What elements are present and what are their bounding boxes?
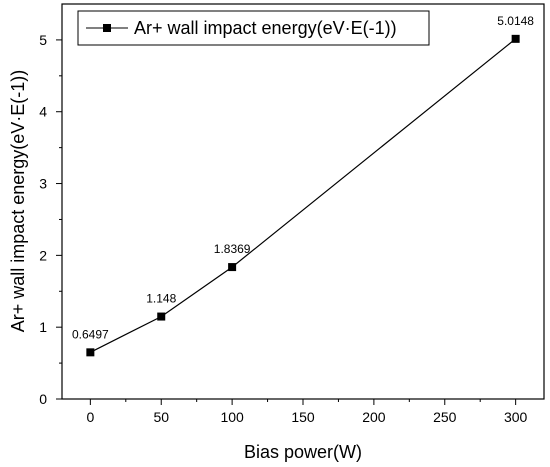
legend-label: Ar+ wall impact energy(eV·E(-1)) [134,18,397,38]
series-line [90,38,516,353]
x-tick-label: 200 [362,409,386,425]
data-label: 1.8369 [214,242,251,256]
x-tick-label: 100 [220,409,244,425]
y-tick-label: 0 [39,391,47,407]
y-tick-label: 2 [39,247,47,263]
data-point [157,312,166,321]
y-tick-label: 3 [39,176,47,192]
x-axis-title: Bias power(W) [244,442,362,462]
axes-layer: 0 50 100 150 200 250 300 0 1 2 3 4 5 [39,32,527,425]
y-axis-title: Ar+ wall impact energy(eV·E(-1)) [8,70,28,333]
legend-box [77,10,430,46]
series-layer: 0.6497 1.148 1.8369 5.0148 [72,14,534,357]
y-tick-label: 1 [39,319,47,335]
plot-frame [61,3,545,400]
y-tick-label: 5 [39,32,47,48]
legend: Ar+ wall impact energy(eV·E(-1)) [77,10,430,46]
y-tick-label: 4 [39,104,47,120]
x-tick-label: 50 [153,409,169,425]
x-tick-label: 300 [504,409,528,425]
data-label: 0.6497 [72,327,109,341]
data-point [86,348,95,357]
data-label: 1.148 [146,292,176,306]
x-tick-label: 250 [433,409,457,425]
data-label: 5.0148 [497,14,534,28]
legend-marker [103,24,111,32]
data-point [511,34,520,43]
data-point [228,263,237,272]
x-tick-label: 0 [86,409,94,425]
x-tick-label: 150 [291,409,315,425]
